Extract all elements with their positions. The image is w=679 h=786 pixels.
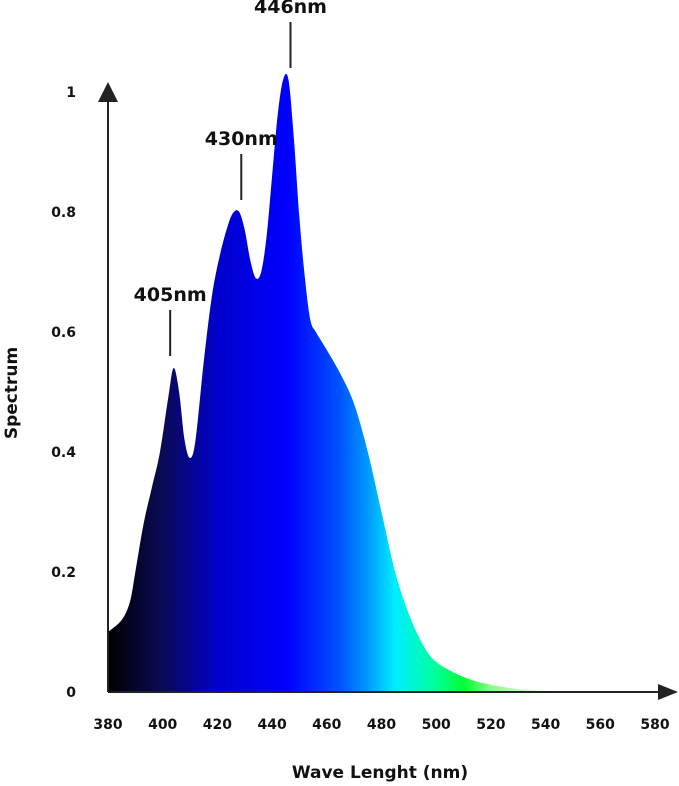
spectrum-area: [108, 73, 560, 692]
x-tick-label: 440: [257, 717, 286, 733]
x-tick-label: 380: [93, 717, 122, 733]
x-axis-arrow-icon: [658, 684, 678, 700]
x-tick-label: 520: [476, 717, 505, 733]
x-axis-title: Wave Lenght (nm): [292, 763, 468, 783]
y-tick-label: 1: [66, 85, 76, 101]
peak-label: 405nm: [134, 284, 207, 306]
x-tick-label: 480: [367, 717, 396, 733]
x-tick-label: 560: [586, 717, 615, 733]
peak-label: 446nm: [254, 0, 327, 18]
y-tick-label: 0: [66, 685, 76, 701]
peak-label: 430nm: [205, 128, 278, 150]
y-tick-label: 0.2: [51, 565, 76, 581]
y-axis-arrow-icon: [98, 82, 118, 102]
x-tick-label: 540: [531, 717, 560, 733]
y-tick-label: 0.4: [51, 445, 76, 461]
x-tick-label: 400: [148, 717, 177, 733]
y-axis-title: Spectrum: [2, 347, 22, 439]
y-tick-label: 0.6: [51, 325, 76, 341]
x-tick-label: 420: [203, 717, 232, 733]
y-tick-label: 0.8: [51, 205, 76, 221]
x-tick-label: 500: [422, 717, 451, 733]
x-tick-label: 580: [640, 717, 669, 733]
x-tick-label: 460: [312, 717, 341, 733]
